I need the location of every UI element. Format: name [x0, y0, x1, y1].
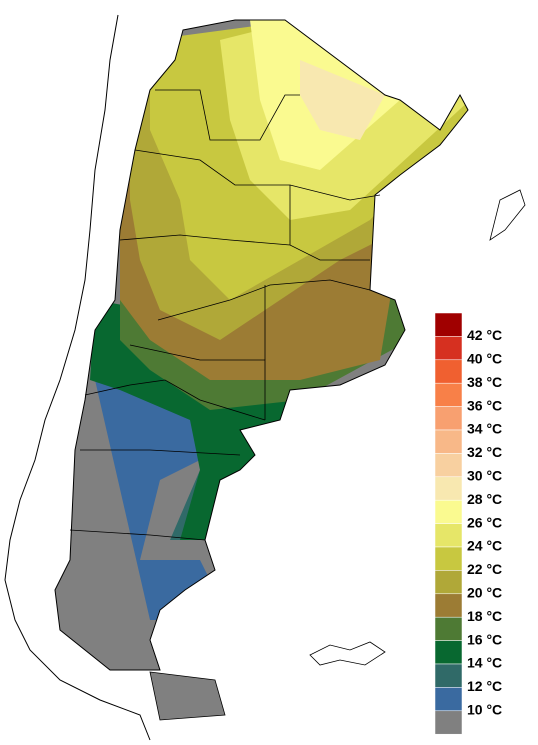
legend: 42 °C 40 °C 38 °C 36 °C 34 °C 32 °C 30 °C 28 °C… — [434, 312, 502, 735]
legend-swatch — [434, 499, 463, 524]
legend-swatch — [434, 359, 463, 384]
legend-swatch — [434, 687, 463, 712]
legend-swatch — [434, 570, 463, 595]
legend-label: 14 °C — [467, 655, 502, 671]
legend-label: 24 °C — [467, 538, 502, 554]
legend-swatch — [434, 382, 463, 407]
legend-label: 12 °C — [467, 678, 502, 694]
legend-swatch — [434, 710, 463, 735]
legend-swatch — [434, 476, 463, 501]
legend-label: 10 °C — [467, 702, 502, 718]
country-outline — [54, 19, 469, 671]
legend-label: 20 °C — [467, 585, 502, 601]
legend-label: 28 °C — [467, 491, 502, 507]
legend-swatch — [434, 429, 463, 454]
legend-swatch — [434, 663, 463, 688]
legend-swatch — [434, 640, 463, 665]
legend-swatch — [434, 453, 463, 478]
legend-label: 42 °C — [467, 327, 502, 343]
legend-label: 36 °C — [467, 397, 502, 413]
legend-swatch — [434, 616, 463, 641]
legend-label: 22 °C — [467, 561, 502, 577]
legend-swatch — [434, 336, 463, 361]
legend-label: 32 °C — [467, 444, 502, 460]
chile-coast — [4, 14, 151, 741]
legend-label: 38 °C — [467, 374, 502, 390]
legend-label: 18 °C — [467, 608, 502, 624]
legend-label: 40 °C — [467, 351, 502, 367]
legend-swatch — [434, 312, 463, 337]
legend-label: 34 °C — [467, 421, 502, 437]
islands — [309, 641, 386, 666]
tierra-del-fuego — [149, 671, 226, 721]
legend-swatch — [434, 546, 463, 571]
legend-label: 30 °C — [467, 468, 502, 484]
legend-label: 16 °C — [467, 631, 502, 647]
legend-label: 26 °C — [467, 514, 502, 530]
legend-swatch — [434, 523, 463, 548]
legend-swatch — [434, 593, 463, 618]
uruguay-coast — [489, 189, 526, 241]
province-borders — [69, 89, 381, 541]
legend-swatch — [434, 406, 463, 431]
